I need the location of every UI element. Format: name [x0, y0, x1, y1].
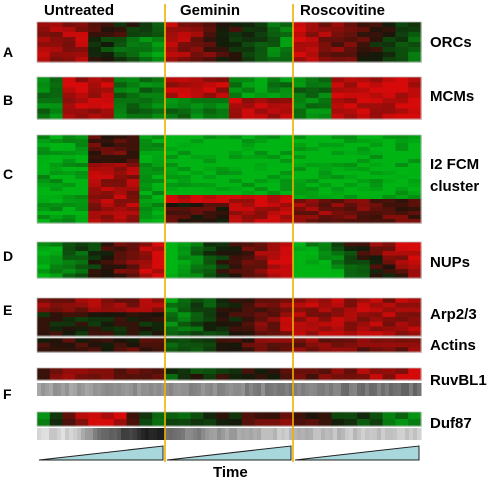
heatmap-arp23	[36, 297, 422, 337]
label-i2-fcm: I2 FCM	[430, 156, 480, 173]
panel-letter-b: B	[3, 92, 14, 108]
blot-duf87	[37, 428, 422, 440]
heatmap-ruvbl1	[36, 367, 422, 381]
label-orcs: ORCs	[430, 34, 472, 51]
time-wedge-geminin	[166, 445, 292, 461]
time-wedge-untreated	[38, 445, 164, 461]
heatmap-nups	[36, 241, 422, 279]
panel-letter-d: D	[3, 248, 14, 264]
label-ruvbl1: RuvBL1	[430, 372, 487, 389]
panel-letter-a: A	[3, 44, 14, 60]
time-wedge-roscovitine	[294, 445, 420, 461]
heatmap-actins	[36, 337, 422, 353]
heatmap-duf87	[36, 411, 422, 427]
blot-ruvbl1	[37, 383, 422, 396]
column-header-roscovitine: Roscovitine	[300, 2, 386, 19]
heatmap-orcs	[36, 21, 422, 63]
panel-letter-e: E	[3, 302, 13, 318]
label-mcms: MCMs	[430, 88, 475, 105]
time-axis-label: Time	[213, 464, 248, 481]
heatmap-mcms	[36, 76, 422, 120]
panel-letter-c: C	[3, 166, 14, 182]
column-header-geminin: Geminin	[180, 2, 241, 19]
panel-letter-f: F	[3, 386, 12, 402]
heatmap-i2-fcm-cluster	[36, 134, 422, 224]
label-nups: NUPs	[430, 254, 471, 271]
label-actins: Actins	[430, 337, 476, 354]
label-duf87: Duf87	[430, 415, 472, 432]
column-header-untreated: Untreated	[44, 2, 115, 19]
label-cluster: cluster	[430, 178, 480, 195]
label-arp23: Arp2/3	[430, 306, 477, 323]
